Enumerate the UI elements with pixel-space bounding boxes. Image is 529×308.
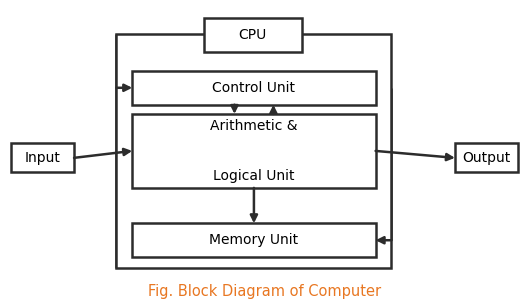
Text: Output: Output <box>462 151 511 165</box>
Bar <box>132 114 376 188</box>
Text: Arithmetic &

Logical Unit: Arithmetic & Logical Unit <box>210 119 298 183</box>
Text: Memory Unit: Memory Unit <box>209 233 298 247</box>
Bar <box>132 223 376 257</box>
Bar <box>132 71 376 105</box>
Bar <box>204 18 302 52</box>
Text: Control Unit: Control Unit <box>213 81 295 95</box>
Text: CPU: CPU <box>239 28 267 43</box>
Text: Fig. Block Diagram of Computer: Fig. Block Diagram of Computer <box>148 284 381 298</box>
Bar <box>11 143 74 172</box>
Bar <box>116 34 391 268</box>
Bar <box>455 143 518 172</box>
Text: Input: Input <box>24 151 60 165</box>
